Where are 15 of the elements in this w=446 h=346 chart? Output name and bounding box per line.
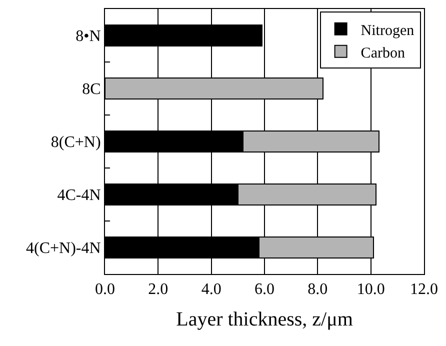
x-tick-label: 10.0	[356, 281, 385, 298]
x-tick-label: 12.0	[410, 281, 438, 298]
y-tick-label: 8(C+N)	[50, 134, 101, 152]
x-tick-label: 2.0	[148, 281, 168, 298]
x-tick-label: 6.0	[254, 281, 274, 298]
legend-label: Carbon	[360, 45, 406, 62]
y-tick-label: 4(C+N)-4N	[26, 240, 102, 258]
x-tick-label: 4.0	[201, 281, 222, 298]
y-tick-label: 4C-4N	[57, 187, 102, 204]
x-axis-title: Layer thickness, z/μm	[176, 308, 354, 331]
y-tick-label: 8C	[82, 81, 101, 98]
x-tick-label: 0.0	[95, 281, 115, 298]
y-tick-label: 8•N	[76, 28, 102, 46]
x-tick-label: 8.0	[308, 281, 328, 298]
legend-label: Nitrogen	[360, 22, 415, 39]
